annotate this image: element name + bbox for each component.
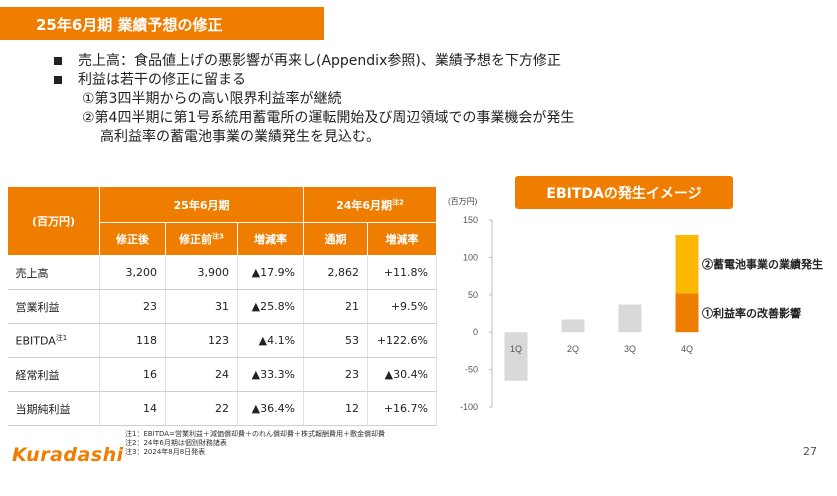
table-cell: +122.6% bbox=[367, 323, 438, 358]
row-label: 売上高 bbox=[7, 255, 100, 290]
bullet-item: 売上高：食品値上げの悪影響が再来し(Appendix参照)、業績予想を下方修正 bbox=[52, 52, 574, 71]
page-number: 27 bbox=[803, 445, 817, 458]
column-header: 増減率 bbox=[236, 222, 305, 256]
table-cell: 31 bbox=[165, 289, 238, 324]
table-cell: 123 bbox=[165, 323, 238, 358]
bar-1q bbox=[504, 332, 528, 381]
table-cell: 23 bbox=[303, 357, 369, 392]
sub-point-continuation: 高利益率の蓄電池事業の業績発生を見込む。 bbox=[100, 129, 380, 145]
footnote: 注3：2024年8月8日発表 bbox=[125, 448, 206, 456]
bullet-item: 利益は若干の修正に留まる bbox=[52, 71, 574, 90]
sub-point: ①第3四半期からの高い限界利益率が継続 bbox=[82, 91, 342, 107]
bullet-text: 売上高：食品値上げの悪影響が再来し(Appendix参照)、業績予想を下方修正 bbox=[78, 53, 561, 69]
table-cell: 24 bbox=[165, 357, 238, 392]
chart-title-badge: EBITDAの発生イメージ bbox=[515, 176, 733, 209]
x-tick-label: 2Q bbox=[567, 344, 579, 354]
ebitda-chart: (百万円) 150 100 50 0 -50 -100 1Q 2Q 3Q 4Q ②蓄電池事業の業績発生… bbox=[448, 197, 823, 412]
table-row: EBITDA注1 118 123 ▲4.1% 53 +122.6% bbox=[7, 323, 438, 358]
forecast-table: (百万円) 25年6月期 24年6月期注2 修正後 修正前注3 増減率 通期 増… bbox=[7, 186, 438, 426]
x-tick-label: 1Q bbox=[510, 344, 522, 354]
bullet-text: 利益は若干の修正に留まる bbox=[78, 72, 246, 88]
y-tick-label: 100 bbox=[463, 252, 478, 262]
bar-2q bbox=[561, 319, 585, 333]
bar-4q-upper bbox=[675, 234, 699, 294]
y-tick-label: 150 bbox=[463, 215, 478, 225]
footnotes: 注1：EBITDA=営業利益＋減価償却費＋のれん償却費＋株式報酬費用＋敷金償却費… bbox=[125, 430, 385, 457]
table-cell: +11.8% bbox=[367, 255, 438, 290]
sub-point: ②第4四半期に第1号系統用蓄電所の運転開始及び周辺領域での事業機会が発生 bbox=[82, 110, 575, 126]
unit-header: (百万円) bbox=[7, 186, 100, 256]
table-cell: +9.5% bbox=[367, 289, 438, 324]
square-bullet-icon bbox=[54, 57, 62, 65]
table-cell: 21 bbox=[303, 289, 369, 324]
table-cell: 16 bbox=[99, 357, 166, 392]
table-cell: +16.7% bbox=[367, 391, 438, 426]
table-row: 当期純利益 14 22 ▲36.4% 12 +16.7% bbox=[7, 391, 438, 426]
table-cell: 53 bbox=[303, 323, 369, 358]
bar-4q-lower bbox=[675, 293, 699, 333]
table-cell: 2,862 bbox=[303, 255, 369, 290]
table-cell: 23 bbox=[99, 289, 166, 324]
table-cell: 3,900 bbox=[165, 255, 238, 290]
table-cell: 118 bbox=[99, 323, 166, 358]
table-header-row: (百万円) 25年6月期 24年6月期注2 bbox=[7, 186, 438, 256]
table-cell: ▲30.4% bbox=[367, 357, 438, 392]
x-tick-label: 4Q bbox=[681, 344, 693, 354]
table-cell: 14 bbox=[99, 391, 166, 426]
annotation-battery: ②蓄電池事業の業績発生 bbox=[702, 257, 823, 271]
column-header: 増減率 bbox=[367, 222, 438, 256]
row-label: 営業利益 bbox=[7, 289, 100, 324]
table-row: 経常利益 16 24 ▲33.3% 23 ▲30.4% bbox=[7, 357, 438, 392]
table-cell: 22 bbox=[165, 391, 238, 426]
annotation-margin: ①利益率の改善影響 bbox=[702, 306, 801, 320]
footnote: 注2：24年6月期は個別財務諸表 bbox=[125, 439, 227, 447]
y-unit-label: (百万円) bbox=[448, 197, 478, 206]
square-bullet-icon bbox=[54, 76, 62, 84]
kuradashi-logo: Kuradashi bbox=[12, 444, 124, 466]
table-row: 売上高 3,200 3,900 ▲17.9% 2,862 +11.8% bbox=[7, 255, 438, 290]
y-tick-label: 0 bbox=[473, 327, 478, 337]
table-cell: ▲33.3% bbox=[237, 357, 305, 392]
table-cell: ▲4.1% bbox=[237, 323, 305, 358]
column-header: 修正後 bbox=[99, 222, 166, 256]
slide-title: 25年6月期 業績予想の修正 bbox=[36, 16, 223, 34]
title-bar bbox=[0, 7, 324, 40]
table-cell: ▲36.4% bbox=[237, 391, 305, 426]
x-tick-label: 3Q bbox=[624, 344, 636, 354]
row-label: 経常利益 bbox=[7, 357, 100, 392]
y-tick-label: -100 bbox=[460, 402, 478, 412]
table-cell: ▲25.8% bbox=[237, 289, 305, 324]
group-header-fy24: 24年6月期注2 bbox=[303, 186, 438, 223]
y-tick-label: 50 bbox=[468, 290, 478, 300]
column-header: 修正前注3 bbox=[165, 222, 238, 256]
table-cell: ▲17.9% bbox=[237, 255, 305, 290]
row-label: 当期純利益 bbox=[7, 391, 100, 426]
bullet-list: 売上高：食品値上げの悪影響が再来し(Appendix参照)、業績予想を下方修正 … bbox=[52, 52, 574, 147]
table-subheader-row: 修正後 修正前注3 増減率 通期 増減率 bbox=[8, 222, 438, 256]
column-header: 通期 bbox=[303, 222, 369, 256]
table-row: 営業利益 23 31 ▲25.8% 21 +9.5% bbox=[7, 289, 438, 324]
footnote: 注1：EBITDA=営業利益＋減価償却費＋のれん償却費＋株式報酬費用＋敷金償却費 bbox=[125, 430, 385, 438]
y-tick-label: -50 bbox=[465, 365, 478, 375]
group-header-fy25: 25年6月期 bbox=[98, 186, 305, 223]
bar-3q bbox=[618, 304, 642, 333]
table-cell: 12 bbox=[303, 391, 369, 426]
table-cell: 3,200 bbox=[99, 255, 166, 290]
row-label: EBITDA注1 bbox=[7, 323, 100, 358]
